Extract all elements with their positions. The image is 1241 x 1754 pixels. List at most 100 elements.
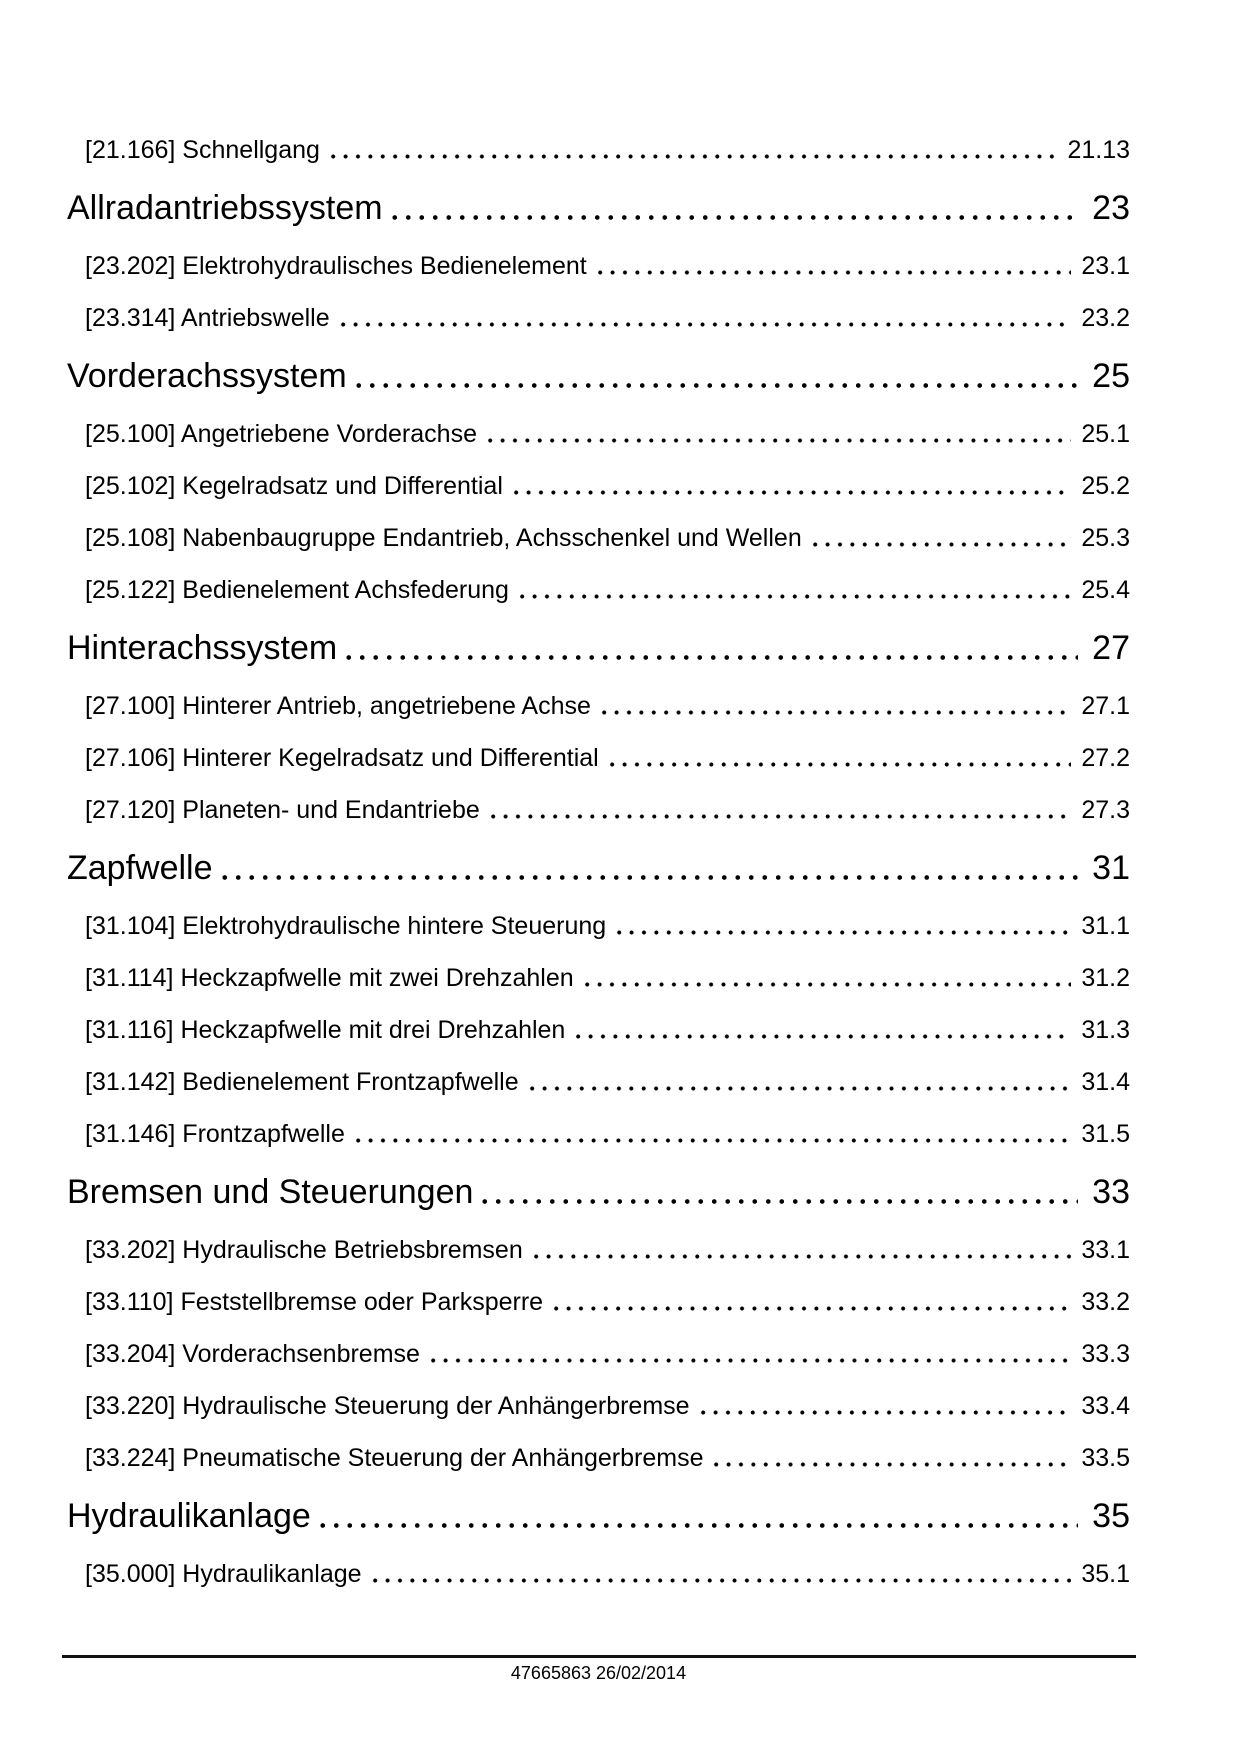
toc-page-number: 27.2 (1081, 744, 1130, 772)
toc-section-title: [33.110] Feststellbremse oder Parksperre (85, 1288, 544, 1316)
dot-leader (525, 1086, 1072, 1091)
dot-leader (515, 594, 1072, 599)
dot-leader (613, 930, 1072, 935)
toc-section-row: [33.220] Hydraulische Steuerung der Anhä… (67, 1392, 1130, 1421)
toc-section-title: [31.142] Bedienelement Frontzapfwelle (85, 1068, 519, 1096)
toc-page-number: 33.4 (1081, 1392, 1130, 1420)
dot-leader (550, 1306, 1072, 1311)
dot-leader (483, 438, 1072, 443)
toc-section-row: [33.110] Feststellbremse oder Parksperre… (67, 1288, 1130, 1317)
toc-chapter-title: Bremsen und Steuerungen (67, 1173, 474, 1211)
dot-leader (597, 710, 1072, 715)
toc-section-title: [31.116] Heckzapfwelle mit drei Drehzahl… (85, 1016, 566, 1044)
toc-section-row: [31.104] Elektrohydraulische hintere Ste… (67, 912, 1130, 941)
toc-section-row: [31.142] Bedienelement Frontzapfwelle 31.… (67, 1068, 1130, 1097)
dot-leader (696, 1410, 1072, 1415)
toc-section-row: [21.166] Schnellgang 21.13 (67, 136, 1130, 165)
table-of-contents: [21.166] Schnellgang 21.13 Allradantriebss… (67, 136, 1130, 1612)
dot-leader (387, 215, 1079, 220)
toc-section-row: [25.102] Kegelradsatz und Differential 25… (67, 472, 1130, 501)
toc-chapter-title: Allradantriebssystem (67, 189, 383, 227)
toc-section-row: [27.106] Hinterer Kegelradsatz und Diffe… (67, 744, 1130, 773)
dot-leader (710, 1462, 1072, 1467)
dot-leader (509, 490, 1072, 495)
footer-imprint: 47665863 26/02/2014 (510, 1663, 687, 1683)
toc-page-number: 23 (1092, 189, 1130, 227)
toc-chapter-row: Hinterachssystem 27 (67, 628, 1130, 668)
toc-page-number: 21.13 (1067, 136, 1130, 164)
dot-leader (478, 1199, 1079, 1204)
toc-section-title: [25.108] Nabenbaugruppe Endantrieb, Achs… (85, 524, 802, 552)
toc-page-number: 35 (1092, 1497, 1130, 1535)
toc-section-title: [25.102] Kegelradsatz und Differential (85, 472, 503, 500)
toc-page-number: 23.1 (1081, 252, 1130, 280)
toc-page-number: 33.1 (1081, 1236, 1130, 1264)
toc-section-title: [25.100] Angetriebene Vorderachse (85, 420, 477, 448)
toc-chapter-row: Vorderachssystem 25 (67, 356, 1130, 396)
toc-page-number: 27.3 (1081, 796, 1130, 824)
toc-page-number: 31.4 (1081, 1068, 1130, 1096)
toc-page-number: 31.5 (1081, 1120, 1130, 1148)
toc-section-title: [23.202] Elektrohydraulisches Bedienelem… (85, 252, 587, 280)
dot-leader (342, 655, 1079, 660)
dot-leader (593, 270, 1072, 275)
toc-section-title: [31.104] Elektrohydraulische hintere Ste… (85, 912, 607, 940)
toc-section-title: [35.000] Hydraulikanlage (85, 1560, 362, 1588)
toc-page-number: 31.2 (1081, 964, 1130, 992)
toc-page-number: 27 (1092, 629, 1130, 667)
dot-leader (351, 383, 1079, 388)
dot-leader (326, 154, 1058, 159)
toc-chapter-row: Allradantriebssystem 23 (67, 188, 1130, 228)
toc-page-number: 31.1 (1081, 912, 1130, 940)
toc-section-row: [25.108] Nabenbaugruppe Endantrieb, Achs… (67, 524, 1130, 553)
toc-section-title: [27.100] Hinterer Antrieb, angetriebene … (85, 692, 591, 720)
toc-chapter-row: Hydraulikanlage 35 (67, 1496, 1130, 1536)
toc-section-title: [23.314] Antriebswelle (85, 304, 330, 332)
toc-section-title: [25.122] Bedienelement Achsfederung (85, 576, 509, 604)
toc-page-number: 25.1 (1081, 420, 1130, 448)
toc-section-title: [27.106] Hinterer Kegelradsatz und Diffe… (85, 744, 599, 772)
dot-leader (351, 1138, 1072, 1143)
toc-chapter-title: Hydraulikanlage (67, 1497, 311, 1535)
toc-page-number: 33 (1092, 1173, 1130, 1211)
toc-section-row: [31.116] Heckzapfwelle mit drei Drehzahl… (67, 1016, 1130, 1045)
toc-section-title: [33.224] Pneumatische Steuerung der Anhä… (85, 1444, 704, 1472)
toc-page-number: 35.1 (1081, 1560, 1130, 1588)
toc-page-number: 25.2 (1081, 472, 1130, 500)
toc-section-row: [25.100] Angetriebene Vorderachse 25.1 (67, 420, 1130, 449)
toc-section-row: [23.202] Elektrohydraulisches Bedienelem… (67, 252, 1130, 281)
toc-page-number: 25 (1092, 357, 1130, 395)
toc-page-number: 23.2 (1081, 304, 1130, 332)
dot-leader (336, 322, 1072, 327)
toc-section-row: [27.100] Hinterer Antrieb, angetriebene … (67, 692, 1130, 721)
dot-leader (605, 762, 1072, 767)
toc-page-number: 31.3 (1081, 1016, 1130, 1044)
toc-section-title: [31.146] Frontzapfwelle (85, 1120, 345, 1148)
toc-section-title: [33.202] Hydraulische Betriebsbremsen (85, 1236, 523, 1264)
toc-page-number: 25.4 (1081, 576, 1130, 604)
toc-chapter-title: Zapfwelle (67, 849, 213, 887)
toc-chapter-row: Bremsen und Steuerungen 33 (67, 1172, 1130, 1212)
toc-section-title: [31.114] Heckzapfwelle mit zwei Drehzahl… (85, 964, 574, 992)
toc-section-row: [31.146] Frontzapfwelle 31.5 (67, 1120, 1130, 1149)
toc-section-row: [23.314] Antriebswelle 23.2 (67, 304, 1130, 333)
dot-leader (426, 1358, 1072, 1363)
toc-chapter-title: Vorderachssystem (67, 357, 347, 395)
dot-leader (529, 1254, 1072, 1259)
dot-leader (808, 542, 1072, 547)
dot-leader (315, 1523, 1079, 1528)
toc-section-row: [33.202] Hydraulische Betriebsbremsen 33.… (67, 1236, 1130, 1265)
toc-section-row: [33.224] Pneumatische Steuerung der Anhä… (67, 1444, 1130, 1473)
toc-section-title: [27.120] Planeten- und Endantriebe (85, 796, 480, 824)
toc-page-number: 33.3 (1081, 1340, 1130, 1368)
toc-section-title: [21.166] Schnellgang (85, 136, 320, 164)
toc-section-row: [33.204] Vorderachsenbremse 33.3 (67, 1340, 1130, 1369)
toc-chapter-row: Zapfwelle 31 (67, 848, 1130, 888)
toc-page-number: 33.2 (1081, 1288, 1130, 1316)
dot-leader (368, 1578, 1072, 1583)
toc-page-number: 25.3 (1081, 524, 1130, 552)
toc-section-row: [27.120] Planeten- und Endantriebe 27.3 (67, 796, 1130, 825)
dot-leader (217, 875, 1079, 880)
toc-section-row: [25.122] Bedienelement Achsfederung 25.4 (67, 576, 1130, 605)
